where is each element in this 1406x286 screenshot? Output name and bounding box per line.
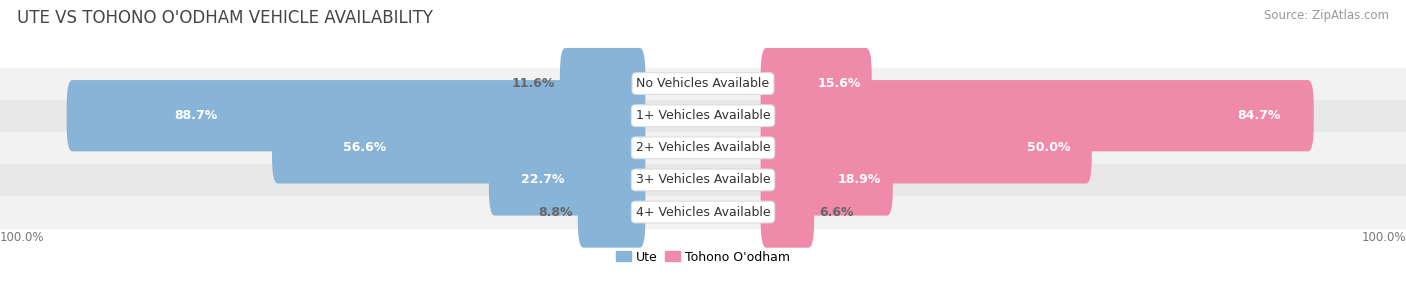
Text: 15.6%: 15.6%	[818, 77, 860, 90]
Text: UTE VS TOHONO O'ODHAM VEHICLE AVAILABILITY: UTE VS TOHONO O'ODHAM VEHICLE AVAILABILI…	[17, 9, 433, 27]
Bar	[0, 132, 1406, 164]
FancyBboxPatch shape	[489, 144, 645, 216]
FancyBboxPatch shape	[560, 48, 645, 119]
Text: 100.0%: 100.0%	[1361, 231, 1406, 244]
Text: 84.7%: 84.7%	[1237, 109, 1281, 122]
Bar	[0, 100, 1406, 132]
Text: 8.8%: 8.8%	[538, 206, 572, 219]
FancyBboxPatch shape	[761, 144, 893, 216]
Text: 4+ Vehicles Available: 4+ Vehicles Available	[636, 206, 770, 219]
Text: 50.0%: 50.0%	[1026, 141, 1070, 154]
Bar	[0, 196, 1406, 228]
Text: 2+ Vehicles Available: 2+ Vehicles Available	[636, 141, 770, 154]
Text: 1+ Vehicles Available: 1+ Vehicles Available	[636, 109, 770, 122]
Text: 56.6%: 56.6%	[343, 141, 387, 154]
FancyBboxPatch shape	[578, 176, 645, 248]
FancyBboxPatch shape	[761, 48, 872, 119]
FancyBboxPatch shape	[761, 176, 814, 248]
Text: 3+ Vehicles Available: 3+ Vehicles Available	[636, 173, 770, 186]
Text: 22.7%: 22.7%	[520, 173, 564, 186]
FancyBboxPatch shape	[271, 112, 645, 183]
Text: No Vehicles Available: No Vehicles Available	[637, 77, 769, 90]
Text: 18.9%: 18.9%	[838, 173, 882, 186]
Text: 11.6%: 11.6%	[512, 77, 555, 90]
Bar	[0, 67, 1406, 100]
Text: 100.0%: 100.0%	[0, 231, 45, 244]
Text: 88.7%: 88.7%	[174, 109, 218, 122]
FancyBboxPatch shape	[761, 80, 1313, 151]
Bar	[0, 164, 1406, 196]
Text: Source: ZipAtlas.com: Source: ZipAtlas.com	[1264, 9, 1389, 21]
Legend: Ute, Tohono O'odham: Ute, Tohono O'odham	[610, 246, 796, 269]
Text: 6.6%: 6.6%	[820, 206, 853, 219]
FancyBboxPatch shape	[66, 80, 645, 151]
FancyBboxPatch shape	[761, 112, 1092, 183]
